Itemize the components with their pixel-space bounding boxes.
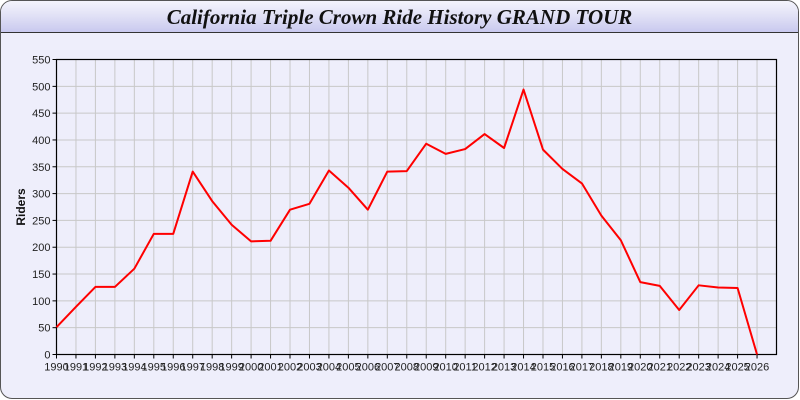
x-tick-label: 2019 bbox=[609, 362, 633, 374]
x-tick-label: 2008 bbox=[395, 362, 419, 374]
x-tick-label: 1994 bbox=[122, 362, 146, 374]
x-tick-label: 1990 bbox=[44, 362, 68, 374]
x-tick-label: 2002 bbox=[278, 362, 302, 374]
x-tick-label: 2001 bbox=[258, 362, 282, 374]
y-tick-label: 400 bbox=[32, 135, 50, 147]
x-tick-label: 2010 bbox=[433, 362, 457, 374]
x-tick-label: 2005 bbox=[336, 362, 360, 374]
chart-header: California Triple Crown Ride History GRA… bbox=[1, 1, 798, 33]
x-tick-label: 2022 bbox=[667, 362, 691, 374]
x-tick-label: 2012 bbox=[472, 362, 496, 374]
plot-area bbox=[55, 58, 778, 356]
y-tick-label: 500 bbox=[32, 81, 50, 93]
y-axis: 0 50 100 150 200 250 300 350 400 450 500 550 bbox=[32, 55, 57, 362]
y-tick-label: 450 bbox=[32, 108, 50, 120]
y-tick-label: 0 bbox=[44, 350, 50, 362]
x-tick-label: 2023 bbox=[686, 362, 710, 374]
y-tick-label: 550 bbox=[32, 55, 50, 67]
y-tick-label: 100 bbox=[32, 296, 50, 308]
x-tick-label: 2021 bbox=[648, 362, 672, 374]
x-tick-label: 2017 bbox=[570, 362, 594, 374]
y-tick-label: 150 bbox=[32, 269, 50, 281]
x-tick-label: 1999 bbox=[219, 362, 243, 374]
y-tick-label: 200 bbox=[32, 242, 50, 254]
y-tick-label: 50 bbox=[38, 323, 50, 335]
x-tick-label: 2000 bbox=[239, 362, 263, 374]
x-tick-label: 2024 bbox=[706, 362, 730, 374]
y-tick-label: 300 bbox=[32, 189, 50, 201]
chart-title: California Triple Crown Ride History GRA… bbox=[166, 5, 633, 29]
x-tick-label: 2004 bbox=[317, 362, 341, 374]
x-tick-label: 1996 bbox=[161, 362, 185, 374]
x-tick-label: 2018 bbox=[589, 362, 613, 374]
x-tick-label: 2009 bbox=[414, 362, 438, 374]
y-axis-label: Riders bbox=[14, 188, 28, 226]
x-tick-label: 1995 bbox=[142, 362, 166, 374]
x-tick-label: 2025 bbox=[725, 362, 749, 374]
x-tick-label: 2014 bbox=[511, 362, 535, 374]
x-tick-label: 1991 bbox=[64, 362, 88, 374]
x-tick-label: 2006 bbox=[356, 362, 380, 374]
x-tick-label: 2013 bbox=[492, 362, 516, 374]
x-tick-label: 1997 bbox=[180, 362, 204, 374]
x-tick-label: 2011 bbox=[453, 362, 477, 374]
x-tick-label: 2007 bbox=[375, 362, 399, 374]
x-tick-label: 2003 bbox=[297, 362, 321, 374]
x-tick-label: 1993 bbox=[103, 362, 127, 374]
y-tick-label: 350 bbox=[32, 162, 50, 174]
x-tick-label: 1998 bbox=[200, 362, 224, 374]
grid bbox=[56, 59, 777, 355]
x-tick-label: 1992 bbox=[83, 362, 107, 374]
x-tick-label: 2016 bbox=[550, 362, 574, 374]
x-tick-label: 2015 bbox=[531, 362, 555, 374]
x-tick-label: 2020 bbox=[628, 362, 652, 374]
x-axis: 1990199119921993199419951996199719981999… bbox=[44, 354, 769, 374]
y-tick-label: 250 bbox=[32, 215, 50, 227]
series bbox=[55, 88, 759, 355]
x-tick-label: 2026 bbox=[745, 362, 769, 374]
